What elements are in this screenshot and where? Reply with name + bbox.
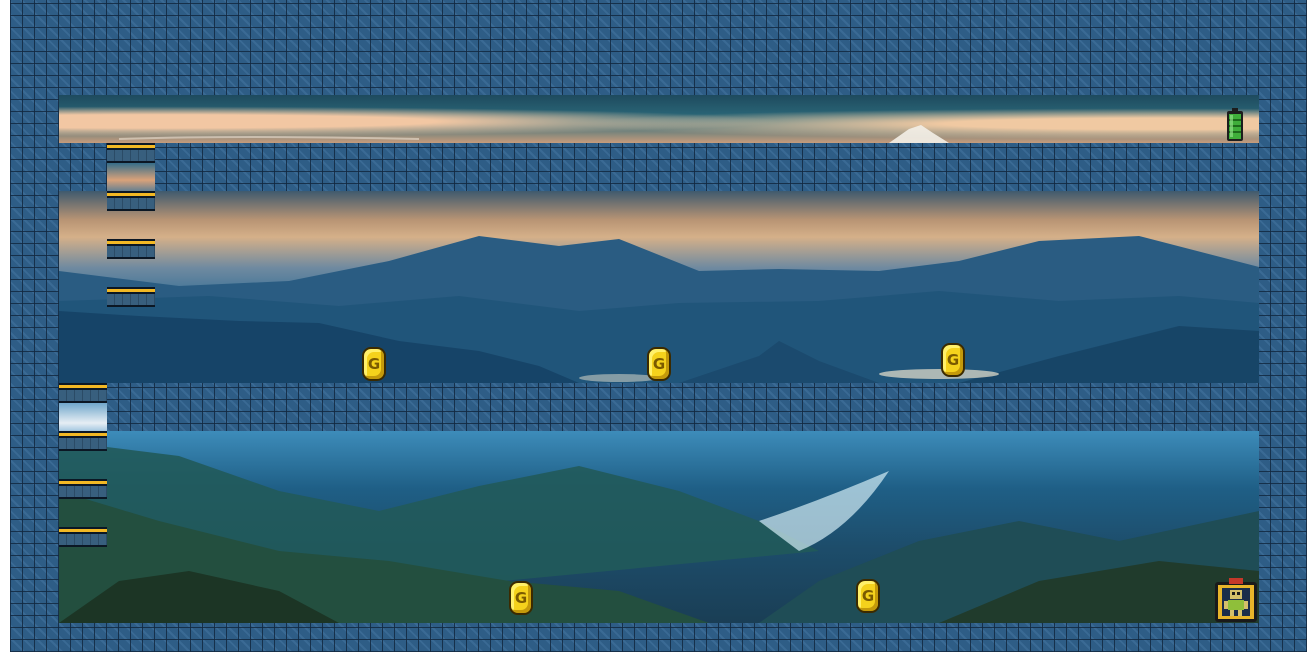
ledge-platform xyxy=(59,383,107,403)
coin-icon[interactable]: G xyxy=(856,579,880,613)
ledge-platform xyxy=(59,527,107,547)
coin-label: G xyxy=(653,355,665,373)
coin-icon[interactable]: G xyxy=(509,581,533,615)
ledge-platform xyxy=(59,431,107,451)
ledge-platform xyxy=(107,191,155,211)
ledge-platform xyxy=(107,143,155,163)
ledge-platform xyxy=(59,479,107,499)
coin-icon[interactable]: G xyxy=(362,347,386,381)
coin-label: G xyxy=(368,355,380,373)
coin-label: G xyxy=(515,589,527,607)
landscape-band-top xyxy=(59,95,1259,143)
sky-patch xyxy=(107,162,155,192)
coin-label: G xyxy=(947,351,959,369)
coin-icon[interactable]: G xyxy=(647,347,671,381)
ledge-platform xyxy=(107,287,155,307)
coin-label: G xyxy=(862,587,874,605)
landscape-band-bottom xyxy=(59,431,1259,623)
coin-icon[interactable]: G xyxy=(941,343,965,377)
robot-player-icon[interactable] xyxy=(1212,576,1260,624)
sky-patch xyxy=(59,402,107,432)
ledge-platform xyxy=(107,239,155,259)
battery-icon[interactable] xyxy=(1226,108,1244,142)
